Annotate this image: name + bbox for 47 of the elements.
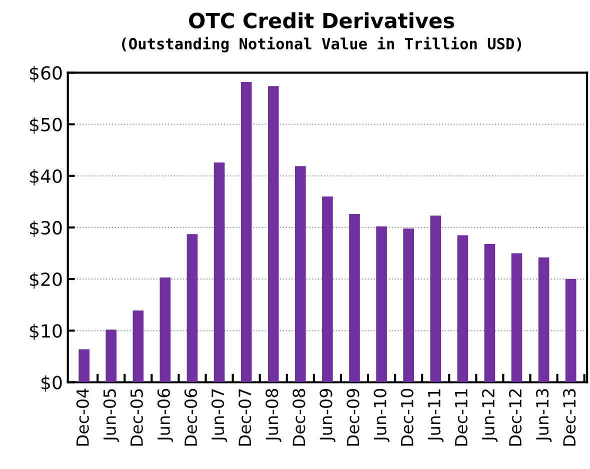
x-tick-label: Jun-08 [266,388,282,442]
x-tick-label: Jun-13 [536,389,552,442]
bar [511,253,522,382]
bar [186,234,198,382]
y-tick-label: $30 [30,220,62,237]
x-tick-label: Dec-07 [238,389,252,446]
x-tick-label: Dec-13 [563,389,576,446]
x-tick-label: Dec-11 [455,389,468,446]
x-tick-label: Jun-06 [157,388,174,442]
x-tick-label: Dec-06 [184,388,198,446]
bar [268,86,279,382]
y-tick-label: $0 [42,375,62,392]
bar [106,330,117,382]
x-tick-label: Jun-11 [428,389,444,442]
y-tick-label: $60 [30,66,62,82]
bar [430,216,442,382]
bar [403,228,414,382]
x-tick-label: Jun-07 [212,389,228,442]
x-tick-label: Dec-08 [292,388,306,446]
x-tick-label: Jun-05 [103,389,120,442]
x-tick-label: Dec-12 [508,389,522,446]
bar [349,214,360,382]
bar [240,82,252,382]
x-tick-label: Dec-05 [130,389,143,446]
x-tick-label: Dec-04 [76,388,89,446]
bar [160,278,171,382]
bar [322,196,333,382]
bar [376,226,387,382]
bar [78,349,90,382]
bar [214,162,225,382]
y-tick-label: $40 [30,169,62,186]
y-tick-label: $50 [30,117,62,134]
x-tick-label: Jun-09 [320,388,336,442]
x-tick-label: Dec-09 [346,388,360,446]
y-tick-label: $20 [30,272,62,289]
bar [484,244,496,382]
bar [565,279,576,382]
y-tick-label: $10 [30,324,62,340]
x-tick-label: Jun-12 [482,389,498,442]
chart-title: OTC Credit Derivatives [189,12,454,28]
chart-subtitle: (Outstanding Notional Value in Trillion USD) [122,36,522,52]
bar [295,166,306,382]
bar [132,310,144,382]
x-tick-label: Dec-10 [400,388,414,446]
bar [457,235,468,382]
x-tick-label: Jun-10 [374,388,390,442]
bar [538,257,550,382]
